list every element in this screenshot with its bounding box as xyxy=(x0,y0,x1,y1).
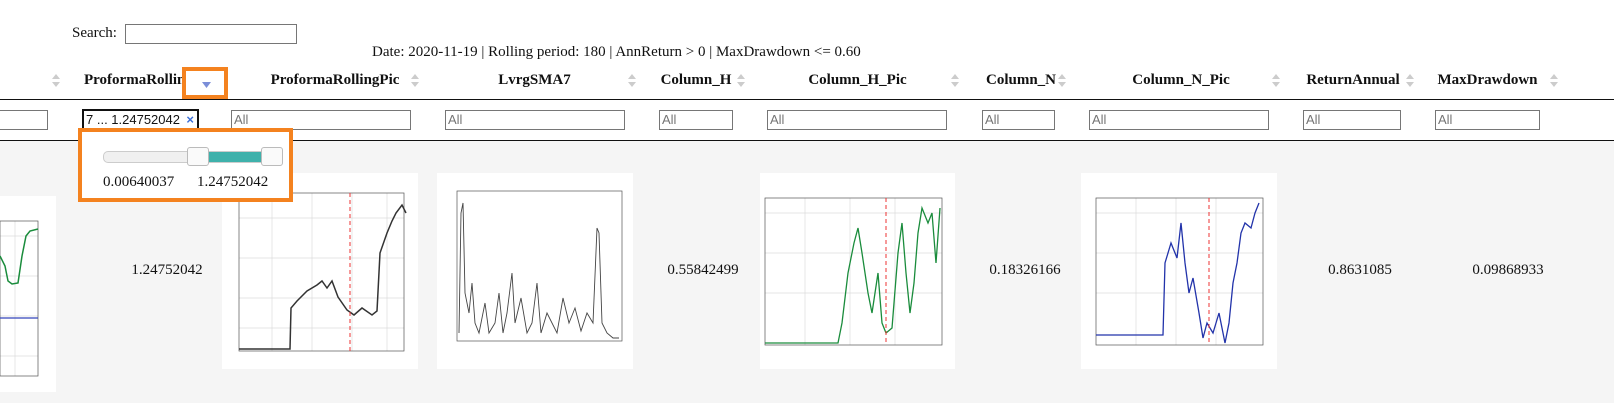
sort-icon[interactable] xyxy=(737,73,745,88)
highlight-box xyxy=(182,67,228,99)
column-header[interactable]: ProformaRolling xyxy=(84,72,193,88)
column-header[interactable]: MaxDrawdown xyxy=(1437,72,1538,88)
sort-icon[interactable] xyxy=(1272,73,1280,88)
range-slider-popup: 0.00640037 1.24752042 xyxy=(78,128,293,202)
filter-value: 7 ... 1.24752042 xyxy=(86,112,180,127)
column-header[interactable]: Column_N xyxy=(985,72,1056,88)
slider-handle[interactable] xyxy=(261,147,283,166)
cell-value: 0.8631085 xyxy=(1328,262,1392,278)
column-header[interactable]: Column_H xyxy=(660,72,732,88)
info-text: Date: 2020-11-19 | Rolling period: 180 |… xyxy=(372,44,861,60)
filter-input[interactable]: All xyxy=(1303,110,1401,130)
column-header[interactable]: LvrgSMA7 xyxy=(498,72,571,88)
sort-icon[interactable] xyxy=(1058,73,1066,88)
filter-input[interactable]: All xyxy=(231,110,411,130)
column-header[interactable]: Column_H_Pic xyxy=(808,72,907,88)
chart-thumbnail xyxy=(0,196,56,392)
column-header[interactable]: ProformaRollingPic xyxy=(270,72,400,88)
search-label: Search: xyxy=(72,25,117,41)
slider-handle[interactable] xyxy=(187,147,209,166)
clear-button[interactable]: × xyxy=(186,112,194,127)
filter-input[interactable]: All xyxy=(445,110,625,130)
sort-icon-active[interactable] xyxy=(202,81,211,89)
chart-thumbnail xyxy=(1081,173,1277,369)
filter-input[interactable]: All xyxy=(1089,110,1269,130)
sort-icon[interactable] xyxy=(411,73,419,88)
sort-icon[interactable] xyxy=(52,73,60,88)
filter-input[interactable]: All xyxy=(1435,110,1540,130)
sort-icon[interactable] xyxy=(1550,73,1558,88)
sort-icon[interactable] xyxy=(951,73,959,88)
chart-thumbnail xyxy=(437,173,633,369)
column-header[interactable]: Column_N_Pic xyxy=(1132,72,1230,88)
chart-thumbnail xyxy=(222,173,418,369)
filter-input[interactable] xyxy=(0,110,48,130)
filter-border xyxy=(0,140,1614,141)
filter-input[interactable]: All xyxy=(659,110,733,130)
cell-value: 0.18326166 xyxy=(989,262,1061,278)
sort-icon[interactable] xyxy=(628,73,636,88)
slider-range xyxy=(198,152,271,162)
cell-value: 0.09868933 xyxy=(1472,262,1544,278)
cell-value: 1.24752042 xyxy=(131,262,203,278)
filter-input[interactable]: All xyxy=(982,110,1055,130)
chart-thumbnail xyxy=(760,173,955,369)
header-border xyxy=(0,99,1614,100)
filter-input[interactable]: All xyxy=(767,110,947,130)
cell-value: 0.55842499 xyxy=(667,262,739,278)
slider-max-label: 1.24752042 xyxy=(197,174,269,190)
sort-icon[interactable] xyxy=(1406,73,1414,88)
search-input[interactable] xyxy=(125,24,297,44)
column-header[interactable]: ReturnAnnual xyxy=(1306,72,1400,88)
slider-min-label: 0.00640037 xyxy=(103,174,175,190)
